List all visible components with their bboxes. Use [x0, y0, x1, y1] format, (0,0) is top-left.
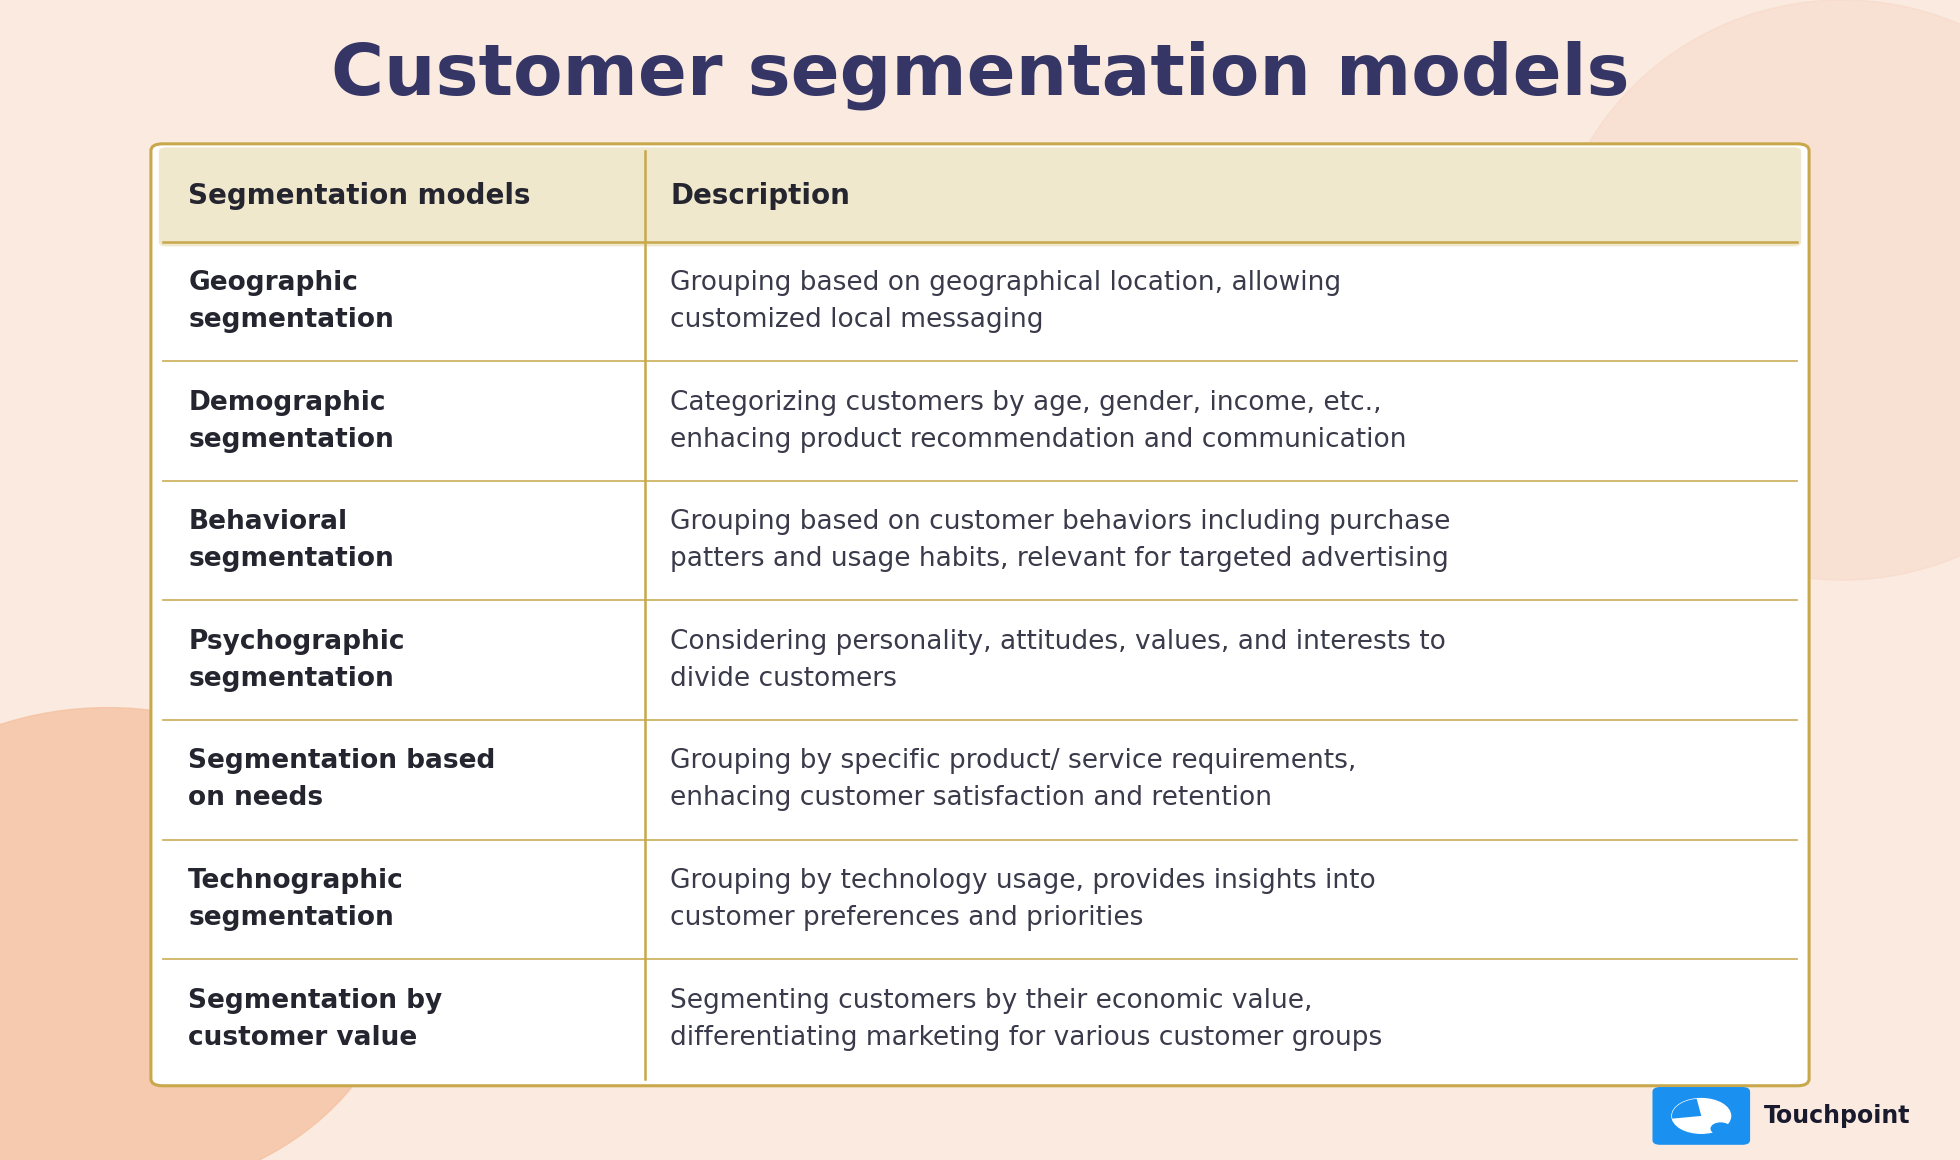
Text: Considering personality, attitudes, values, and interests to
divide customers: Considering personality, attitudes, valu… [670, 629, 1446, 691]
Text: Grouping based on geographical location, allowing
customized local messaging: Grouping based on geographical location,… [670, 270, 1341, 333]
Text: Segmentation based
on needs: Segmentation based on needs [188, 748, 496, 811]
Text: Customer segmentation models: Customer segmentation models [331, 41, 1629, 110]
Text: Grouping by technology usage, provides insights into
customer preferences and pr: Grouping by technology usage, provides i… [670, 868, 1376, 931]
Text: Touchpoint: Touchpoint [1764, 1104, 1911, 1128]
Text: Grouping by specific product/ service requirements,
enhacing customer satisfacti: Grouping by specific product/ service re… [670, 748, 1356, 811]
Text: Geographic
segmentation: Geographic segmentation [188, 270, 394, 333]
Text: Description: Description [670, 182, 851, 210]
Text: Categorizing customers by age, gender, income, etc.,
enhacing product recommenda: Categorizing customers by age, gender, i… [670, 390, 1407, 452]
Text: Segmentation models: Segmentation models [188, 182, 531, 210]
Text: Grouping based on customer behaviors including purchase
patters and usage habits: Grouping based on customer behaviors inc… [670, 509, 1450, 572]
Text: Behavioral
segmentation: Behavioral segmentation [188, 509, 394, 572]
Text: Demographic
segmentation: Demographic segmentation [188, 390, 394, 452]
Text: Psychographic
segmentation: Psychographic segmentation [188, 629, 404, 691]
Text: Technographic
segmentation: Technographic segmentation [188, 868, 404, 931]
Text: Segmenting customers by their economic value,
differentiating marketing for vari: Segmenting customers by their economic v… [670, 987, 1382, 1051]
Text: Segmentation by
customer value: Segmentation by customer value [188, 987, 443, 1051]
